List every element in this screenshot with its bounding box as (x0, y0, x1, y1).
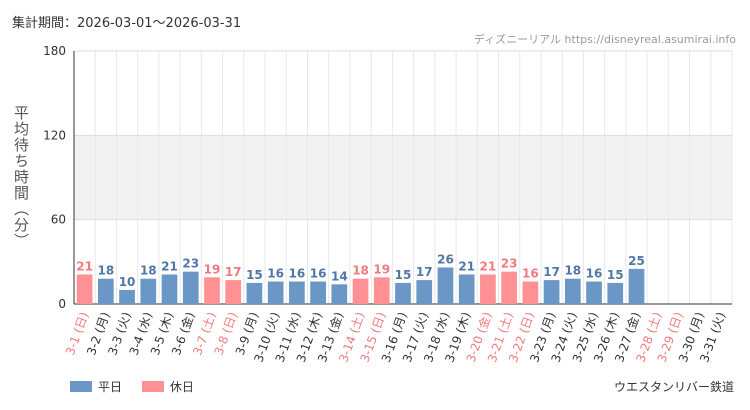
bar-value-label: 19 (373, 262, 390, 276)
bar-value-label: 18 (564, 264, 581, 278)
bar-value-label: 17 (416, 265, 433, 279)
bar (458, 274, 475, 304)
attraction-name: ウエスタンリバー鉄道 (613, 380, 734, 394)
bar-value-label: 15 (395, 268, 412, 282)
bar-value-label: 21 (76, 259, 93, 273)
bar (373, 277, 390, 304)
bar-value-label: 16 (522, 267, 539, 281)
bar-value-label: 18 (352, 264, 369, 278)
legend: 平日 休日 (70, 378, 210, 395)
bar (246, 282, 263, 304)
legend-label-weekday: 平日 (98, 380, 123, 394)
bar (182, 271, 199, 304)
bar (267, 281, 284, 304)
legend-swatch-weekday (70, 381, 92, 392)
bar (395, 282, 411, 304)
plot-band (74, 135, 732, 220)
bar-value-label: 16 (289, 267, 306, 281)
bar-value-label: 19 (204, 262, 221, 276)
bar (140, 278, 157, 304)
bar (225, 280, 242, 304)
bar (480, 274, 496, 304)
bar-value-label: 15 (246, 268, 263, 282)
legend-item-holiday: 休日 (141, 378, 194, 395)
site-credit: ディズニーリアル https://disneyreal.asumirai.inf… (473, 33, 736, 46)
bar (416, 280, 433, 304)
bar (161, 274, 178, 304)
bar (119, 289, 135, 304)
bar (522, 281, 539, 304)
y-tick-label: 0 (58, 297, 66, 311)
bar-value-label: 16 (310, 267, 327, 281)
y-tick-label: 120 (43, 128, 66, 142)
bar (543, 280, 560, 304)
bar-value-label: 17 (543, 265, 560, 279)
bar (352, 278, 369, 304)
bar (586, 281, 602, 304)
bar-value-label: 23 (501, 257, 518, 271)
bar-value-label: 23 (182, 257, 199, 271)
bar (437, 267, 454, 304)
bar-value-label: 16 (586, 267, 603, 281)
y-tick-label: 60 (51, 213, 66, 227)
bar (289, 281, 305, 304)
legend-swatch-holiday (141, 381, 164, 392)
bar-value-label: 15 (607, 268, 624, 282)
bar (310, 281, 326, 304)
bar (564, 278, 581, 304)
bar-value-label: 17 (225, 265, 242, 279)
bar (501, 271, 517, 304)
bar (97, 278, 114, 304)
bar-value-label: 10 (119, 275, 136, 289)
bar (607, 282, 624, 304)
bar-value-label: 18 (97, 264, 114, 278)
bar (331, 284, 348, 304)
bar (76, 274, 93, 304)
period-label: 集計期間：2026-03-01〜2026-03-31 (12, 16, 242, 31)
bar-value-label: 25 (628, 254, 645, 268)
bar-value-label: 26 (437, 252, 454, 266)
y-axis-label: 平均待ち時間（分） (12, 105, 30, 249)
legend-item-weekday: 平日 (70, 378, 122, 395)
bar (628, 268, 645, 304)
bar-value-label: 21 (480, 259, 497, 273)
y-tick-label: 180 (43, 44, 66, 58)
bar (204, 277, 220, 304)
legend-label-holiday: 休日 (169, 380, 194, 394)
bar-value-label: 14 (331, 269, 348, 283)
bar-value-label: 21 (161, 259, 178, 273)
bar-value-label: 21 (458, 259, 475, 273)
bar-value-label: 16 (267, 267, 284, 281)
bar-value-label: 18 (140, 264, 157, 278)
